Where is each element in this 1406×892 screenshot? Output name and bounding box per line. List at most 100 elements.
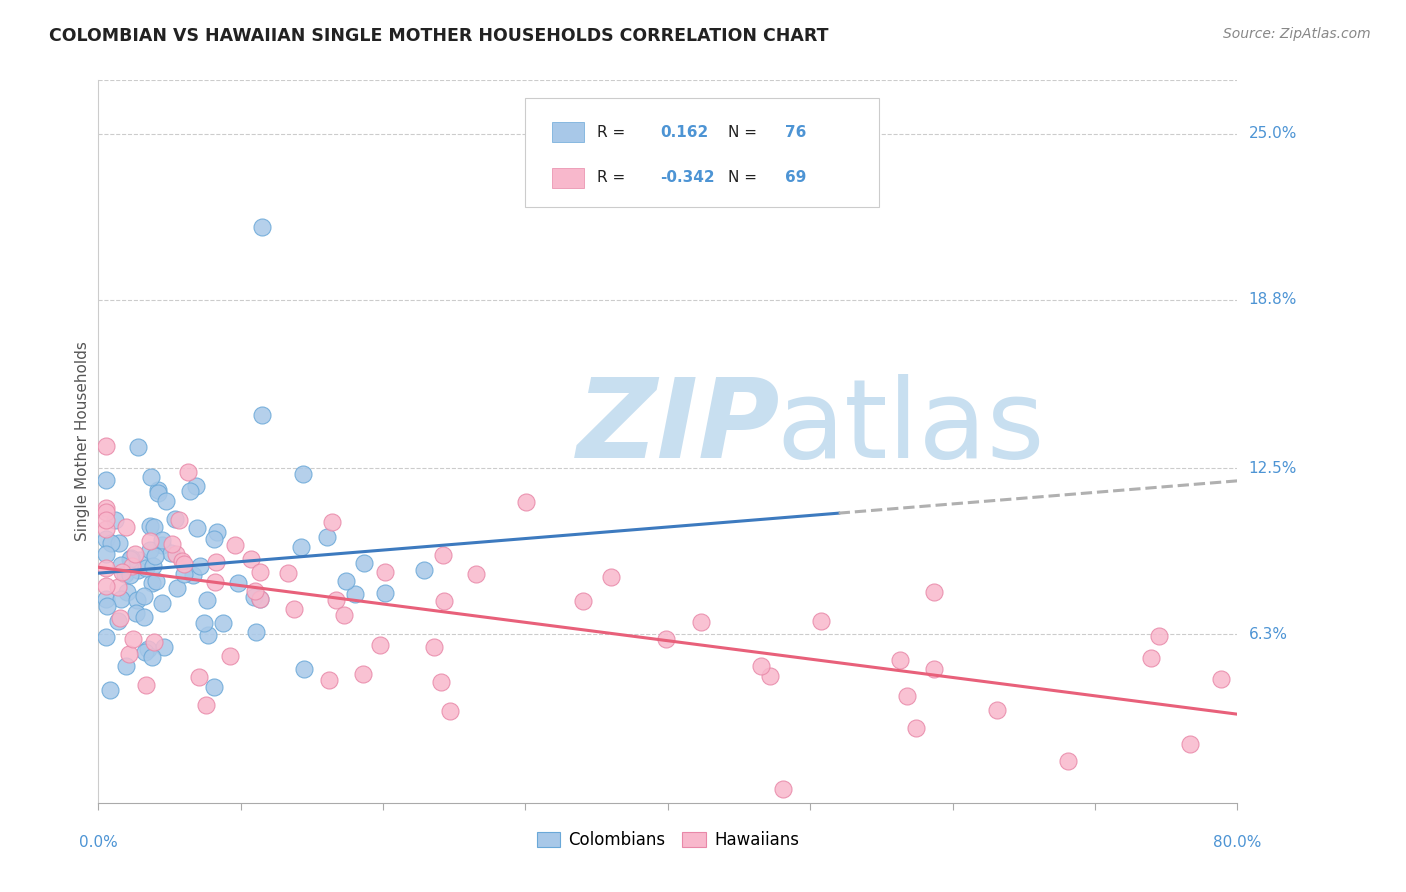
Point [318,673,340,687]
Point [94,533,117,547]
Point [104,513,127,527]
Point [176,466,198,480]
Point [173,566,195,581]
Point [142,520,165,534]
Point [277,566,299,580]
Point [1057,754,1080,768]
Point [374,565,396,579]
Point [160,547,183,561]
Text: R =: R = [598,170,630,186]
Text: ZIP: ZIP [576,374,780,481]
Point [94,561,117,575]
Point [122,632,145,646]
Point [134,644,156,658]
Point [139,542,162,557]
FancyBboxPatch shape [551,122,583,143]
Point [245,584,267,599]
Text: atlas: atlas [776,374,1045,481]
Point [110,591,132,606]
Point [143,634,166,648]
Point [464,566,486,581]
Point [100,683,122,698]
Point [128,553,150,567]
Point [325,592,347,607]
Text: N =: N = [728,170,762,186]
Point [179,483,201,498]
Text: 76: 76 [785,125,807,140]
Point [107,580,129,594]
Point [218,648,240,663]
Text: 18.8%: 18.8% [1249,293,1298,307]
Point [250,220,273,235]
Point [896,689,918,703]
Point [141,575,163,590]
Point [114,567,136,582]
Point [374,586,396,600]
Point [689,615,711,630]
Point [135,677,157,691]
Point [202,681,225,695]
Point [135,561,157,575]
Point [188,559,211,574]
Point [343,587,366,601]
Point [153,640,176,654]
Point [94,578,117,592]
Point [239,551,262,566]
Point [368,638,391,652]
Point [136,642,159,657]
Point [321,515,343,529]
Point [751,658,773,673]
Point [335,574,357,589]
Point [250,408,273,422]
Point [118,568,141,582]
Point [283,602,305,616]
Point [224,538,246,552]
Point [145,574,167,589]
Text: 69: 69 [785,170,807,186]
Point [155,493,177,508]
Point [249,565,271,579]
Point [94,547,117,561]
Point [127,563,149,577]
Point [160,537,183,551]
Point [292,662,315,676]
Point [197,628,219,642]
Text: 25.0%: 25.0% [1249,127,1298,141]
Point [108,536,131,550]
Point [110,566,132,580]
Point [1211,673,1233,687]
Point [115,658,138,673]
FancyBboxPatch shape [551,168,583,188]
FancyBboxPatch shape [526,98,879,207]
Text: COLOMBIAN VS HAWAIIAN SINGLE MOTHER HOUSEHOLDS CORRELATION CHART: COLOMBIAN VS HAWAIIAN SINGLE MOTHER HOUS… [49,27,828,45]
Point [139,470,162,484]
Text: 6.3%: 6.3% [1249,627,1288,641]
Point [107,614,129,628]
Point [108,611,131,625]
Point [138,533,160,548]
Point [810,614,832,628]
Point [150,533,173,547]
Point [100,536,122,550]
Point [423,640,446,654]
Point [165,547,187,561]
Point [118,552,141,566]
Point [94,630,117,644]
Point [922,663,945,677]
Point [139,519,162,533]
Point [292,467,315,481]
Point [184,479,207,493]
Text: R =: R = [598,125,630,140]
Point [353,556,375,570]
Point [165,512,187,526]
Point [143,549,166,563]
Point [146,483,169,497]
Point [124,548,146,562]
Point [194,698,217,712]
Point [120,551,142,566]
Point [433,594,456,608]
Point [759,669,782,683]
Point [249,591,271,606]
Point [245,625,267,640]
Point [413,563,436,577]
